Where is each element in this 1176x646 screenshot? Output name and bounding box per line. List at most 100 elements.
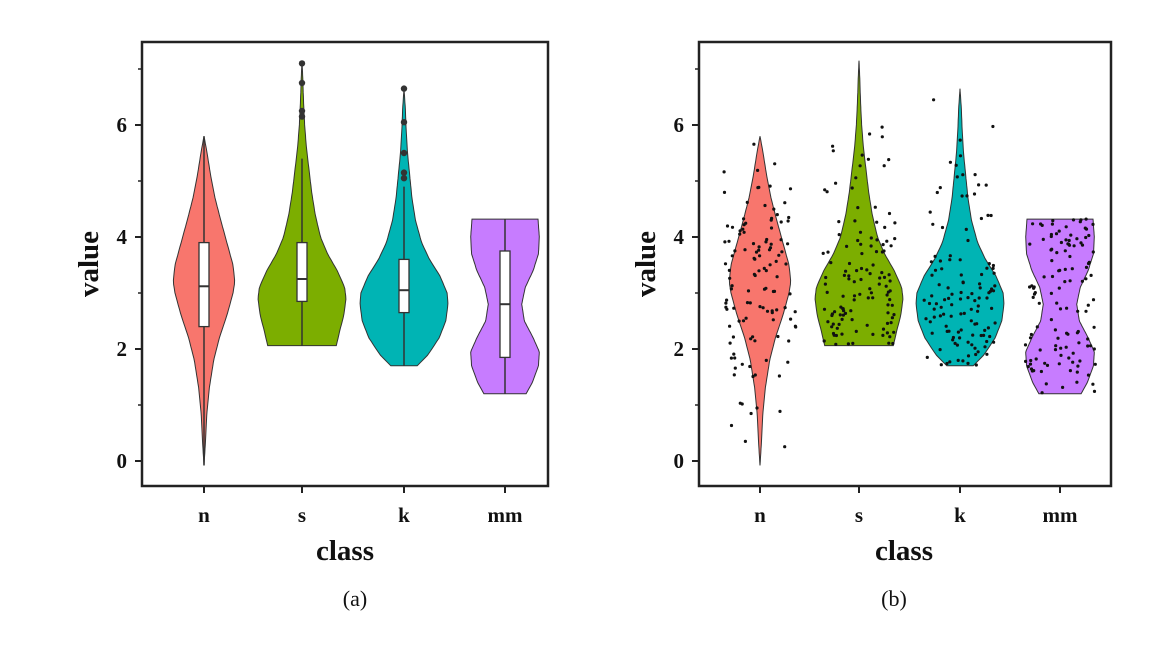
point-k <box>985 352 989 356</box>
point-n <box>777 253 781 257</box>
point-s <box>826 320 830 324</box>
point-mm <box>1075 380 1079 384</box>
outlier-k <box>400 175 408 182</box>
y-tick-label: 4 <box>117 225 128 249</box>
point-s <box>871 296 875 300</box>
point-k <box>932 315 936 319</box>
point-k <box>958 297 963 301</box>
point-s <box>888 279 892 283</box>
point-n <box>788 187 793 191</box>
point-s <box>889 244 893 248</box>
point-k <box>935 190 939 195</box>
point-n <box>768 246 773 250</box>
point-mm <box>1049 318 1053 322</box>
point-s <box>850 186 854 190</box>
point-n <box>742 230 746 234</box>
point-mm <box>1089 273 1093 277</box>
point-k <box>948 160 953 164</box>
point-k <box>991 266 995 270</box>
point-k <box>987 262 991 266</box>
point-s <box>821 251 825 255</box>
point-k <box>982 333 986 337</box>
point-s <box>852 298 856 302</box>
point-s <box>838 313 842 317</box>
point-k <box>959 290 963 295</box>
point-k <box>993 284 997 288</box>
point-k <box>976 309 980 313</box>
point-n <box>728 324 732 328</box>
point-n <box>783 445 787 449</box>
point-mm <box>1071 351 1075 355</box>
point-n <box>744 316 748 320</box>
point-mm <box>1071 218 1076 222</box>
point-n <box>764 269 768 273</box>
point-mm <box>1028 242 1032 246</box>
point-n <box>748 301 752 305</box>
point-s <box>858 292 862 296</box>
point-k <box>987 291 991 295</box>
point-n <box>757 248 761 252</box>
point-k <box>972 192 977 196</box>
point-s <box>843 311 848 315</box>
point-mm <box>1042 275 1046 279</box>
point-k <box>970 292 974 296</box>
point-k <box>927 301 932 306</box>
point-mm <box>1056 336 1060 340</box>
point-k <box>946 286 950 290</box>
point-k <box>943 298 947 302</box>
point-k <box>947 329 951 333</box>
point-k <box>989 213 993 218</box>
point-s <box>856 238 860 243</box>
point-k <box>950 292 954 296</box>
point-n <box>762 266 766 270</box>
point-mm <box>1084 217 1088 221</box>
y-tick-label: 2 <box>117 337 128 361</box>
point-s <box>885 331 890 335</box>
point-k <box>966 361 970 365</box>
point-n <box>730 254 734 258</box>
point-k <box>951 338 955 342</box>
point-mm <box>1057 229 1061 233</box>
point-s <box>830 313 834 318</box>
point-k <box>991 124 995 129</box>
point-mm <box>1087 233 1091 238</box>
box-n <box>198 241 210 328</box>
point-s <box>824 275 828 280</box>
point-mm <box>1040 391 1044 395</box>
point-k <box>956 358 960 362</box>
point-k <box>978 282 982 286</box>
point-k <box>939 305 943 309</box>
point-k <box>938 186 942 190</box>
point-mm <box>1028 285 1032 289</box>
point-s <box>880 135 884 139</box>
point-s <box>868 272 872 276</box>
point-mm <box>1064 345 1068 349</box>
point-n <box>788 292 792 296</box>
point-mm <box>1084 227 1089 231</box>
panel-a: 0 2 4 6 n s k mm value class (a) <box>73 40 550 611</box>
point-mm <box>1084 265 1089 269</box>
point-k <box>969 307 973 311</box>
point-n <box>751 374 755 379</box>
point-k <box>988 334 992 339</box>
point-k <box>956 330 961 334</box>
point-s <box>852 280 856 284</box>
point-mm <box>1092 347 1096 351</box>
point-k <box>931 222 935 226</box>
point-mm <box>1054 344 1058 348</box>
point-s <box>851 341 855 345</box>
point-k <box>978 286 982 290</box>
point-mm <box>1075 237 1079 241</box>
point-s <box>825 190 829 194</box>
outlier-k <box>400 119 408 126</box>
point-s <box>877 282 881 286</box>
point-mm <box>1031 222 1035 226</box>
point-n <box>746 289 751 293</box>
point-k <box>922 298 926 302</box>
point-s <box>881 327 886 331</box>
point-mm <box>1063 267 1067 271</box>
point-s <box>866 296 870 300</box>
point-k <box>985 339 989 344</box>
point-k <box>974 363 978 367</box>
